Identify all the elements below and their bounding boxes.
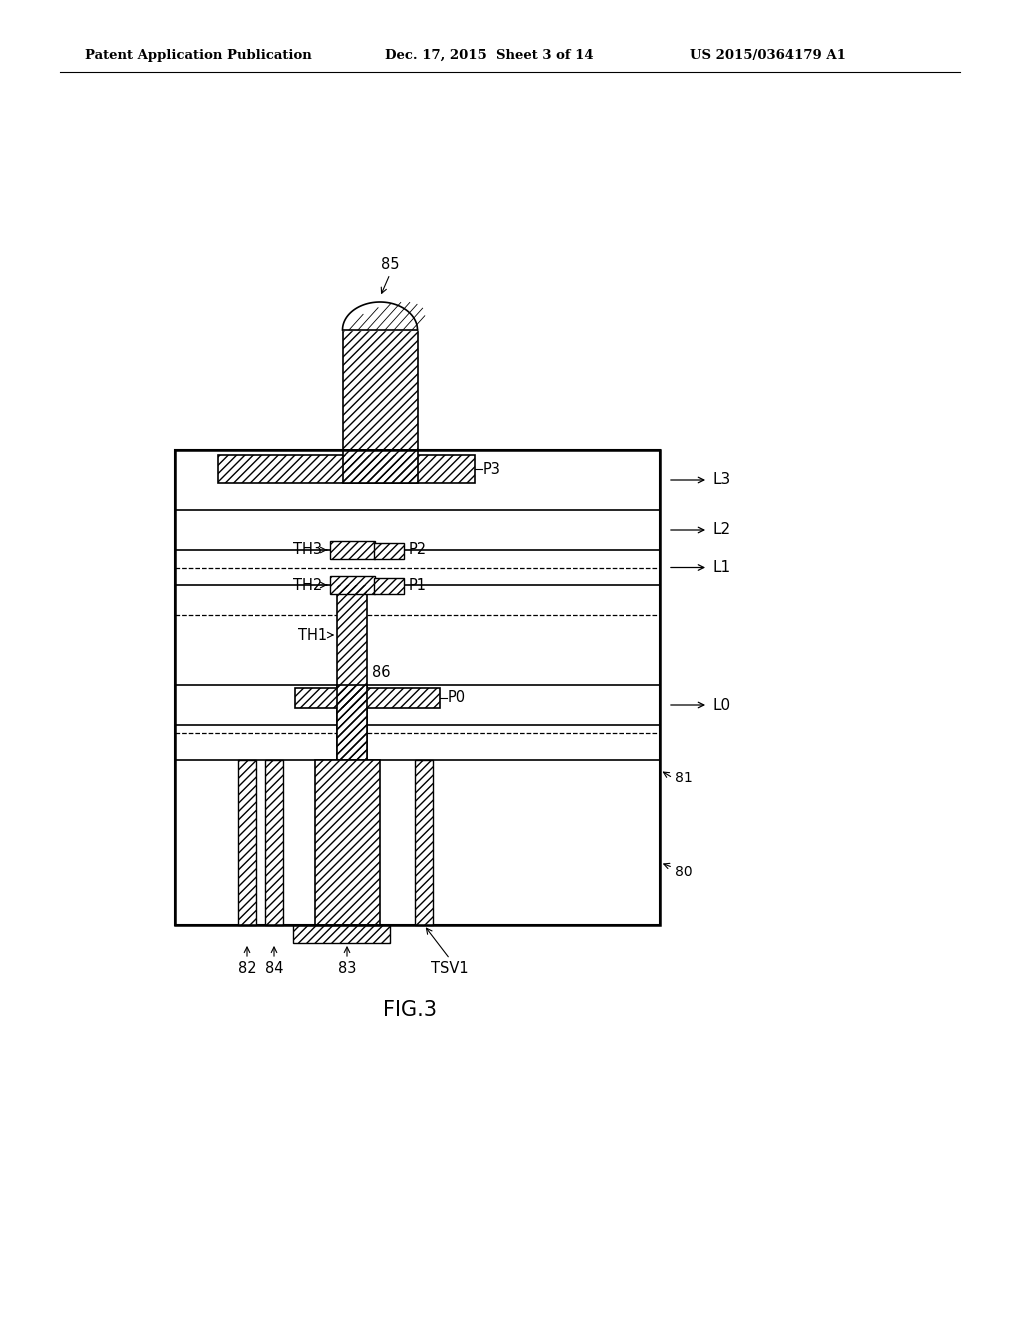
Bar [330, 541, 375, 558]
Bar [218, 455, 475, 483]
Text: 81: 81 [675, 771, 693, 785]
Bar [265, 760, 283, 925]
Text: 86: 86 [372, 665, 390, 680]
Bar [315, 760, 380, 925]
Text: P1: P1 [409, 578, 427, 593]
Text: P3: P3 [483, 462, 501, 477]
Bar [175, 450, 660, 925]
Text: 82: 82 [238, 961, 256, 975]
Bar [374, 578, 404, 594]
Text: US 2015/0364179 A1: US 2015/0364179 A1 [690, 49, 846, 62]
Text: 84: 84 [265, 961, 284, 975]
Text: L3: L3 [712, 473, 730, 487]
Bar [343, 450, 418, 483]
Text: TH2: TH2 [293, 578, 322, 593]
Bar [293, 925, 390, 942]
Text: L0: L0 [712, 697, 730, 713]
Bar [330, 541, 375, 558]
Bar [415, 760, 433, 925]
Text: Patent Application Publication: Patent Application Publication [85, 49, 311, 62]
Bar [374, 543, 404, 558]
Bar [337, 685, 367, 760]
Bar [374, 543, 404, 558]
Bar [330, 576, 375, 594]
Bar [175, 450, 660, 925]
Bar [337, 585, 367, 760]
Text: L1: L1 [712, 560, 730, 576]
Bar [343, 450, 418, 483]
Text: FIG.3: FIG.3 [383, 1001, 437, 1020]
Bar [330, 576, 375, 594]
Bar [295, 688, 440, 708]
Text: TSV1: TSV1 [431, 961, 469, 975]
Bar [343, 330, 418, 450]
Bar [238, 760, 256, 925]
Bar [315, 760, 380, 925]
Text: P2: P2 [409, 543, 427, 557]
Text: TH3: TH3 [293, 543, 322, 557]
Text: TH1: TH1 [298, 627, 327, 643]
Bar [265, 760, 283, 925]
Bar [238, 760, 256, 925]
Bar [343, 330, 418, 450]
Text: 85: 85 [381, 257, 399, 272]
Bar [415, 760, 433, 925]
Bar [337, 585, 367, 760]
Text: P0: P0 [449, 690, 466, 705]
Bar [295, 688, 440, 708]
Text: L2: L2 [712, 523, 730, 537]
Text: 80: 80 [675, 866, 692, 879]
Bar [293, 925, 390, 942]
Bar [374, 578, 404, 594]
Text: 83: 83 [338, 961, 356, 975]
Text: Dec. 17, 2015  Sheet 3 of 14: Dec. 17, 2015 Sheet 3 of 14 [385, 49, 594, 62]
Bar [218, 455, 475, 483]
Bar [337, 685, 367, 760]
